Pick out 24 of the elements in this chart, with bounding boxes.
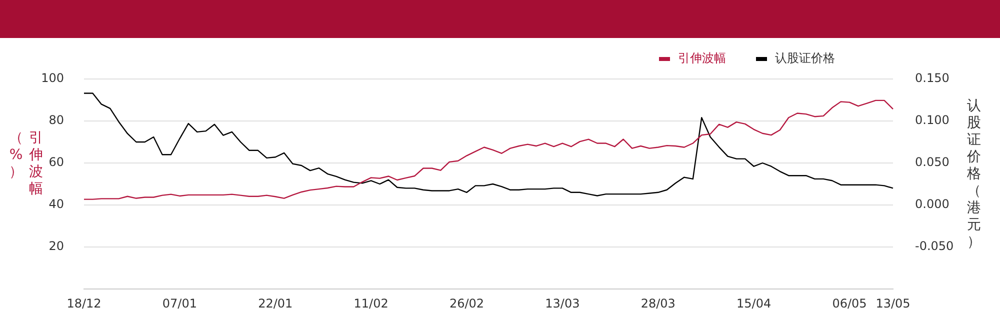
x-tick-label: 15/04 — [736, 296, 772, 310]
x-tick-label: 07/01 — [162, 296, 197, 310]
x-tick-label: 11/02 — [354, 296, 388, 310]
y-tick-label: 20 — [48, 239, 64, 254]
x-tick-label: 18/12 — [66, 296, 102, 310]
text: 引伸波幅（%） — [9, 130, 43, 197]
x-tick-label: 26/02 — [449, 296, 484, 310]
text: 认股证价格（港元） — [967, 98, 981, 250]
y-tick-label: 60 — [48, 155, 64, 170]
y2-tick-label: 0.150 — [915, 71, 950, 86]
y2-tick-label: 0.050 — [915, 155, 950, 170]
x-tick-label: 13/03 — [545, 296, 580, 310]
y-tick-label: 40 — [48, 197, 64, 212]
x-tick-label: 22/01 — [258, 296, 293, 310]
x-tick-label: 13/05 — [876, 296, 910, 310]
x-tick-label: 06/05 — [832, 296, 867, 310]
y-tick-label: 80 — [48, 113, 64, 128]
y2-tick-label: 0.100 — [915, 113, 950, 128]
legend-label: 引伸波幅 — [678, 50, 726, 67]
y2-tick-label: -0.050 — [915, 239, 954, 254]
legend-label: 认股证价格 — [775, 50, 835, 67]
x-tick-label: 28/03 — [640, 296, 676, 310]
y2-tick-label: 0.000 — [915, 197, 950, 212]
y-tick-label: 100 — [41, 71, 64, 86]
